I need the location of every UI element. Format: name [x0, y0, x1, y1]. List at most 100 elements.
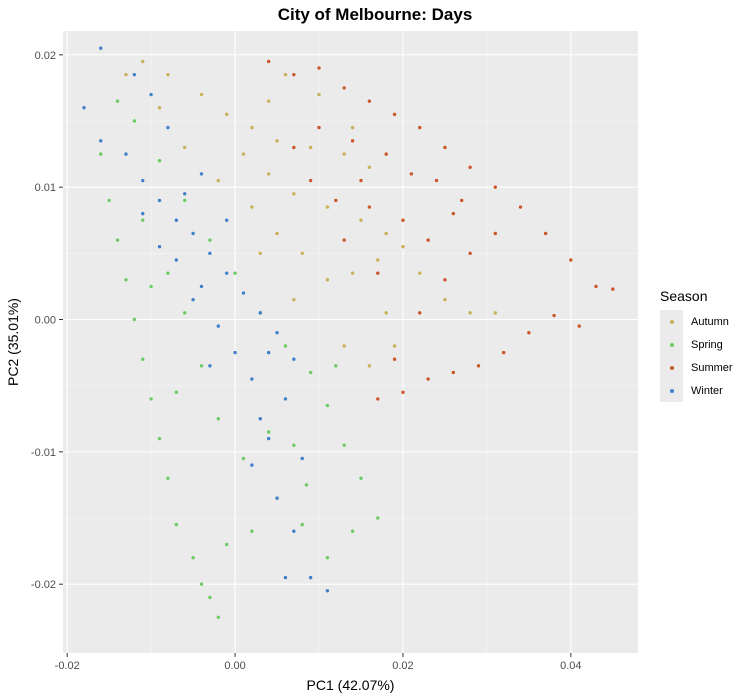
x-tick-label: 0.00	[224, 660, 245, 672]
point-autumn	[367, 165, 372, 170]
legend-label-spring: Spring	[691, 338, 723, 351]
point-autumn	[384, 231, 388, 236]
legend-key	[660, 333, 683, 356]
y-tick-label: 0.02	[35, 50, 56, 62]
point-winter	[166, 125, 170, 130]
point-autumn	[292, 297, 296, 302]
point-winter	[308, 575, 313, 580]
point-spring	[334, 364, 338, 368]
legend-key	[660, 379, 683, 402]
point-summer	[350, 139, 355, 143]
point-spring	[359, 476, 363, 481]
point-spring	[141, 218, 145, 222]
point-winter	[266, 436, 271, 441]
point-winter	[258, 417, 262, 421]
x-axis-title: PC1 (42.07%)	[307, 677, 395, 693]
y-tick-label: -0.02	[31, 579, 56, 591]
y-tick-label: -0.01	[31, 447, 56, 459]
point-winter	[82, 106, 86, 110]
point-autumn	[275, 231, 279, 236]
legend-dot-winter	[670, 389, 674, 393]
point-summer	[266, 59, 271, 64]
point-spring	[157, 436, 162, 441]
point-autumn	[443, 297, 447, 302]
point-winter	[141, 178, 145, 183]
legend-label-autumn: Autumn	[691, 315, 729, 328]
point-summer	[392, 112, 397, 117]
point-summer	[376, 397, 380, 401]
point-autumn	[308, 145, 313, 150]
point-summer	[401, 390, 405, 394]
point-winter	[141, 211, 145, 216]
point-spring	[342, 443, 346, 447]
point-autumn	[384, 311, 388, 315]
point-winter	[233, 350, 237, 355]
point-autumn	[325, 205, 330, 209]
point-summer	[384, 152, 388, 156]
point-autumn	[266, 99, 271, 103]
point-summer	[342, 86, 346, 90]
point-summer	[367, 99, 372, 103]
point-summer	[367, 205, 372, 209]
legend-label-summer: Summer	[691, 361, 733, 374]
point-summer	[409, 172, 414, 176]
point-spring	[325, 556, 330, 560]
point-autumn	[367, 364, 372, 368]
point-autumn	[124, 72, 128, 77]
point-summer	[443, 278, 447, 282]
point-autumn	[468, 311, 472, 315]
point-spring	[208, 595, 212, 600]
point-winter	[275, 496, 279, 500]
point-summer	[468, 251, 472, 256]
point-summer	[493, 185, 497, 189]
point-autumn	[342, 152, 346, 156]
point-winter	[191, 231, 195, 236]
point-winter	[157, 198, 162, 203]
point-summer	[460, 198, 464, 203]
point-summer	[426, 377, 430, 381]
points-layer	[82, 46, 615, 619]
point-autumn	[183, 145, 187, 150]
point-spring	[149, 284, 153, 289]
point-spring	[325, 403, 330, 408]
point-spring	[266, 430, 271, 434]
point-winter	[275, 331, 279, 335]
point-spring	[199, 582, 204, 586]
point-autumn	[250, 205, 254, 209]
point-spring	[292, 443, 296, 447]
point-winter	[250, 463, 254, 467]
point-winter	[99, 139, 103, 143]
point-autumn	[157, 106, 162, 110]
point-autumn	[266, 172, 271, 176]
point-summer	[418, 125, 422, 130]
point-spring	[199, 364, 204, 368]
point-summer	[434, 178, 439, 183]
x-tick-label: -0.02	[55, 660, 80, 672]
y-tick-label: 0.00	[35, 315, 56, 327]
chart-title: City of Melbourne: Days	[277, 5, 473, 24]
point-winter	[300, 456, 304, 461]
point-spring	[183, 198, 187, 203]
point-spring	[174, 390, 179, 394]
point-spring	[216, 417, 220, 421]
point-summer	[308, 178, 313, 183]
point-spring	[376, 516, 380, 520]
point-spring	[300, 522, 304, 527]
point-winter	[325, 589, 330, 593]
point-winter	[216, 324, 220, 328]
point-summer	[317, 66, 321, 70]
x-tick-label: 0.02	[392, 660, 413, 672]
point-summer	[476, 364, 481, 368]
point-spring	[241, 456, 246, 461]
point-spring	[107, 198, 111, 203]
point-autumn	[325, 278, 330, 282]
point-summer	[552, 313, 556, 318]
legend-dot-autumn	[670, 320, 674, 324]
y-axis-ticks: -0.02 -0.01 0.00 0.01 0.02	[31, 50, 63, 591]
point-winter	[183, 192, 187, 196]
point-spring	[224, 542, 229, 547]
point-autumn	[283, 72, 288, 77]
point-summer	[418, 311, 422, 315]
point-winter	[250, 377, 254, 381]
point-summer	[611, 287, 615, 291]
